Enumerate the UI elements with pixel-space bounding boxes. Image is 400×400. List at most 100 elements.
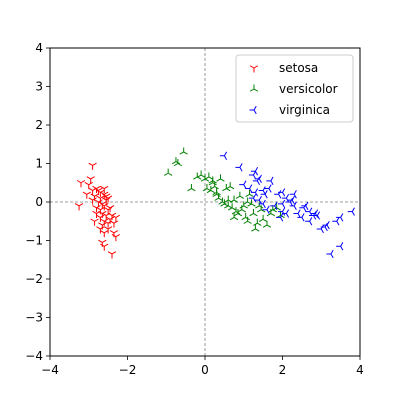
data-point-virginica <box>326 249 334 259</box>
data-point-setosa <box>88 187 97 195</box>
x-tick-label: −2 <box>119 363 137 377</box>
data-point-virginica <box>277 199 286 209</box>
data-point-setosa <box>107 251 117 259</box>
data-point-virginica <box>276 213 284 222</box>
data-point-versicolor <box>262 220 272 228</box>
data-point-virginica <box>258 186 266 195</box>
data-point-setosa <box>92 210 101 219</box>
data-point-setosa <box>100 243 109 251</box>
legend-marker-virginica <box>249 105 257 115</box>
data-point-virginica <box>270 201 278 210</box>
data-point-setosa <box>82 191 91 199</box>
y-tick-label: 2 <box>35 118 43 132</box>
data-point-virginica <box>310 209 319 218</box>
x-tick-label: −4 <box>41 363 59 377</box>
data-point-virginica <box>305 207 313 216</box>
data-points <box>74 147 355 259</box>
data-point-virginica <box>219 151 228 160</box>
y-tick-label: 1 <box>35 157 43 171</box>
y-tick-label: −4 <box>25 349 43 363</box>
data-point-virginica <box>239 180 247 189</box>
data-point-virginica <box>287 195 295 205</box>
data-point-setosa <box>103 195 113 203</box>
data-point-virginica <box>299 203 307 212</box>
data-point-versicolor <box>220 199 229 207</box>
data-point-versicolor <box>243 216 252 224</box>
data-point-versicolor <box>235 191 245 199</box>
data-point-virginica <box>289 190 297 199</box>
legend-box <box>235 54 354 123</box>
y-tick-label: −1 <box>25 234 43 248</box>
reference-lines <box>50 48 360 356</box>
data-point-virginica <box>248 170 257 180</box>
data-point-virginica <box>235 163 243 172</box>
data-point-setosa <box>76 180 86 188</box>
data-point-versicolor <box>204 172 214 180</box>
data-point-setosa <box>86 176 95 184</box>
data-point-virginica <box>336 213 344 222</box>
data-point-virginica <box>254 195 262 205</box>
data-point-virginica <box>297 213 305 222</box>
data-point-versicolor <box>224 195 233 203</box>
y-tick-label: −3 <box>25 311 43 325</box>
data-point-versicolor <box>229 212 239 221</box>
legend-label-versicolor: versicolor <box>279 82 338 96</box>
data-point-setosa <box>88 162 97 170</box>
data-point-versicolor <box>206 185 215 194</box>
data-point-versicolor <box>249 209 258 217</box>
data-point-setosa <box>100 203 109 211</box>
data-point-setosa <box>100 230 109 238</box>
data-point-versicolor <box>253 218 262 226</box>
data-point-versicolor <box>251 224 260 232</box>
data-point-virginica <box>277 188 286 197</box>
data-point-virginica <box>260 190 268 199</box>
legend-label-setosa: setosa <box>279 61 318 75</box>
data-point-versicolor <box>239 201 248 209</box>
legend-marker-setosa <box>249 65 259 73</box>
data-point-virginica <box>336 242 344 251</box>
data-point-versicolor <box>164 168 173 176</box>
data-point-versicolor <box>241 212 250 221</box>
data-point-setosa <box>111 233 121 242</box>
data-point-versicolor <box>214 193 223 201</box>
data-point-versicolor <box>245 189 254 197</box>
data-point-versicolor <box>258 214 268 223</box>
x-tick-label: 4 <box>356 363 364 377</box>
axis-ticks: −4 −2 0 2 4 −4 −3 −2 −1 0 1 2 3 4 <box>25 41 364 377</box>
legend-label-virginica: virginica <box>279 103 330 117</box>
data-point-setosa <box>74 203 84 211</box>
data-point-versicolor <box>196 170 206 178</box>
data-point-setosa <box>84 181 93 190</box>
data-point-versicolor <box>171 157 181 165</box>
y-tick-label: 4 <box>35 41 43 55</box>
data-point-versicolor <box>227 203 237 211</box>
y-tick-label: 0 <box>35 195 43 209</box>
data-point-setosa <box>105 216 115 224</box>
data-point-versicolor <box>173 158 183 167</box>
data-point-virginica <box>316 224 324 234</box>
data-point-virginica <box>305 217 313 226</box>
data-point-virginica <box>332 217 340 226</box>
data-point-virginica <box>281 193 290 203</box>
data-point-setosa <box>90 218 99 226</box>
data-point-versicolor <box>208 176 217 184</box>
data-point-virginica <box>248 193 257 203</box>
data-point-versicolor <box>226 182 235 190</box>
legend: setosa versicolor virginica <box>235 54 354 123</box>
x-tick-label: 2 <box>279 363 287 377</box>
data-point-setosa <box>96 214 105 222</box>
data-point-virginica <box>264 184 272 193</box>
data-point-virginica <box>347 207 355 216</box>
x-tick-label: 0 <box>201 363 209 377</box>
data-point-virginica <box>262 205 270 214</box>
data-point-virginica <box>320 222 328 232</box>
data-point-virginica <box>293 209 301 218</box>
data-point-versicolor <box>216 174 225 182</box>
data-point-virginica <box>245 184 253 193</box>
legend-marker-versicolor <box>249 84 259 92</box>
data-point-setosa <box>88 197 97 205</box>
y-tick-label: 3 <box>35 80 43 94</box>
data-point-virginica <box>252 176 260 185</box>
data-point-setosa <box>105 205 115 213</box>
data-point-virginica <box>274 190 282 199</box>
